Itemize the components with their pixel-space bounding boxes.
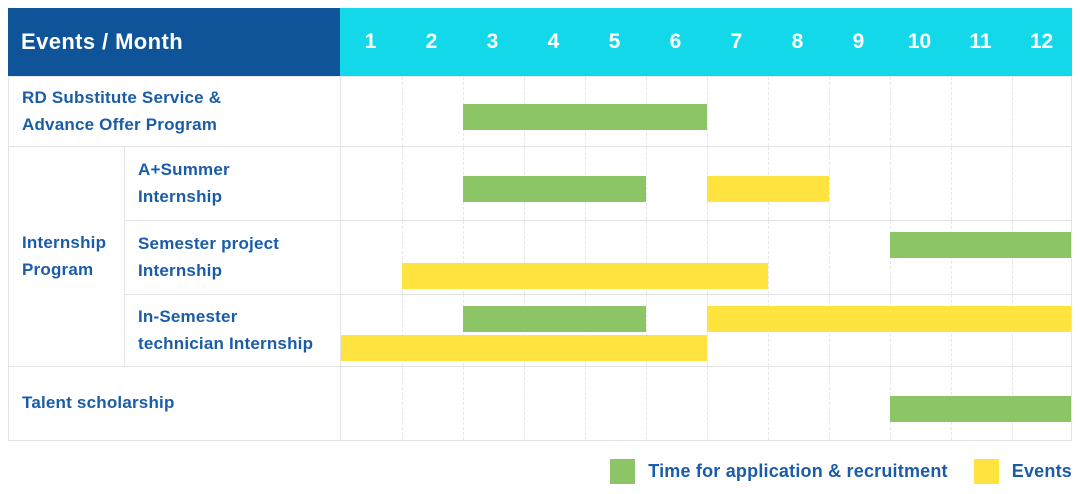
table-body: RD Substitute Service & Advance Offer Pr…	[8, 76, 1072, 441]
gantt-bar-events	[707, 175, 829, 202]
month-label: 7	[730, 30, 743, 53]
month-gridline	[707, 77, 708, 146]
month-gridline	[829, 147, 830, 220]
table-row: In-Semester technician Internship	[125, 295, 1071, 366]
month-label: 3	[486, 30, 499, 53]
month-gridline	[707, 221, 708, 294]
month-gridline	[768, 77, 769, 146]
month-gridline	[402, 147, 403, 220]
month-gridline	[1012, 77, 1013, 146]
gantt-bar-events	[402, 263, 768, 289]
chart-cell-in-semester	[341, 295, 1071, 366]
month-gridline	[707, 367, 708, 440]
legend-label-events: Events	[1011, 461, 1072, 481]
gantt-bar-events	[707, 306, 1071, 332]
table-title: Events / Month	[8, 8, 340, 76]
internship-program-group: Internship Program A+Summer Internship S…	[9, 147, 1071, 367]
chart-cell-talent-scholarship	[341, 367, 1071, 440]
month-label: 6	[669, 30, 682, 53]
month-gridline	[646, 221, 647, 294]
month-label: 11	[969, 30, 992, 53]
table-row: A+Summer Internship	[125, 147, 1071, 221]
green-swatch-icon	[610, 459, 636, 484]
month-label: 9	[852, 30, 865, 53]
chart-cell-semester-project	[341, 221, 1071, 294]
month-label: 12	[1029, 30, 1054, 53]
month-gridline	[951, 147, 952, 220]
legend-label-application: Time for application & recruitment	[648, 461, 948, 481]
month-gridline	[646, 147, 647, 220]
table-row: Semester project Internship	[125, 221, 1071, 295]
month-gridline	[768, 367, 769, 440]
gantt-bar-application	[890, 395, 1071, 422]
month-gridline	[768, 221, 769, 294]
row-label-semester-project: Semester project Internship	[125, 221, 341, 294]
gantt-bar-application	[463, 306, 646, 332]
month-gridline	[1012, 147, 1013, 220]
month-gridline	[829, 367, 830, 440]
row-label-a-plus-summer: A+Summer Internship	[125, 147, 341, 220]
legend-item-application: Time for application & recruitment	[610, 459, 948, 484]
row-label-in-semester: In-Semester technician Internship	[125, 295, 341, 366]
month-gridline	[890, 147, 891, 220]
month-gridline	[402, 367, 403, 440]
month-gridline	[463, 367, 464, 440]
gantt-bar-application	[463, 103, 707, 130]
chart-cell-rd-substitute	[341, 77, 1071, 146]
month-gridline	[646, 367, 647, 440]
month-gridline	[829, 77, 830, 146]
chart-cell-a-plus-summer	[341, 147, 1071, 220]
month-gridline	[890, 77, 891, 146]
month-label: 2	[425, 30, 438, 53]
month-gridline	[463, 221, 464, 294]
month-gridline	[951, 77, 952, 146]
month-label: 1	[364, 30, 377, 53]
month-gridline	[585, 367, 586, 440]
month-gridline	[646, 295, 647, 366]
table-row: RD Substitute Service & Advance Offer Pr…	[9, 77, 1071, 147]
yellow-swatch-icon	[973, 459, 999, 484]
month-label: 8	[791, 30, 804, 53]
row-label-talent-scholarship: Talent scholarship	[9, 367, 341, 440]
month-gridline	[585, 221, 586, 294]
month-gridline	[524, 367, 525, 440]
month-gridline	[402, 221, 403, 294]
gantt-bar-events	[341, 335, 707, 361]
group-label-internship-program: Internship Program	[9, 147, 125, 366]
table-header: Events / Month 1 2 3 4 5 6 7 8 9 10 11 12	[8, 8, 1072, 76]
month-gridline	[402, 295, 403, 366]
month-header: 1 2 3 4 5 6 7 8 9 10 11 12	[340, 8, 1072, 76]
month-label: 5	[608, 30, 621, 53]
month-gridline	[524, 221, 525, 294]
month-label: 10	[907, 30, 932, 53]
legend: Time for application & recruitment Event…	[8, 459, 1072, 484]
month-label: 4	[547, 30, 560, 53]
month-gridline	[402, 77, 403, 146]
gantt-bar-application	[890, 232, 1071, 258]
row-label-rd-substitute: RD Substitute Service & Advance Offer Pr…	[9, 77, 341, 146]
month-gridline	[829, 221, 830, 294]
gantt-bar-application	[463, 175, 646, 202]
legend-item-events: Events	[973, 459, 1072, 484]
table-row: Talent scholarship	[9, 367, 1071, 440]
